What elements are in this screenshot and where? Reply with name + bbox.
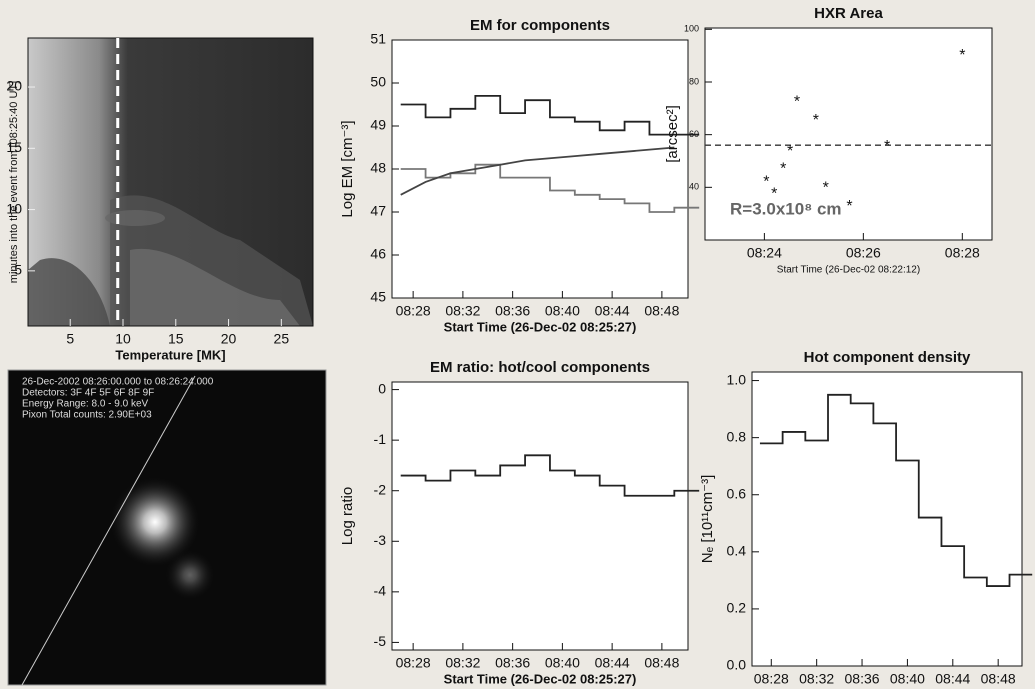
y-tick-label: 0.4 — [727, 543, 747, 559]
x-tick-label: 08:28 — [396, 303, 431, 319]
x-tick-label: 15 — [168, 331, 184, 347]
x-tick-label: 08:24 — [747, 245, 782, 261]
series-line — [400, 95, 700, 136]
y-tick-label: 1.0 — [727, 371, 747, 387]
plot-frame — [751, 371, 1023, 667]
point: * — [846, 198, 852, 215]
y-tick-label: 100 — [684, 24, 699, 34]
x-tick-label: 08:28 — [396, 655, 431, 671]
x-tick-label: 08:32 — [445, 303, 480, 319]
point: * — [823, 179, 829, 196]
plot-frame — [27, 37, 314, 327]
y-tick-label: 45 — [370, 289, 386, 305]
x-axis-label: Temperature [MK] — [115, 347, 225, 362]
y-tick-label: 80 — [689, 76, 699, 86]
xray-image — [7, 369, 327, 686]
y-tick-label: -5 — [374, 633, 387, 649]
point: * — [787, 143, 793, 160]
point: * — [813, 112, 819, 129]
y-axis-label: minutes into the event from [08:25:40 UT… — [8, 81, 20, 283]
annotation: R=3.0x10⁸ cm — [730, 199, 842, 218]
x-tick-label: 08:26 — [846, 245, 881, 261]
x-tick-label: 08:44 — [595, 303, 630, 319]
series-line — [400, 163, 700, 213]
y-axis-label: Log EM [cm⁻³] — [339, 120, 356, 217]
point: * — [780, 160, 786, 177]
image-caption: Detectors: 3F 4F 5F 6F 8F 9F — [22, 387, 154, 398]
y-tick-label: 0 — [378, 380, 386, 396]
x-tick-label: 08:48 — [644, 655, 679, 671]
x-tick-label: 08:40 — [545, 303, 580, 319]
heatmap-image — [28, 38, 313, 326]
y-tick-label: 60 — [689, 129, 699, 139]
y-tick-label: 0.8 — [727, 428, 747, 444]
plot-frame — [391, 39, 689, 299]
x-tick-label: 08:40 — [890, 671, 925, 687]
x-tick-label: 10 — [115, 331, 131, 347]
plot-frame — [704, 27, 993, 241]
y-tick-label: 0.6 — [727, 485, 747, 501]
point: * — [884, 138, 890, 155]
x-axis-label: Start Time (26-Dec-02 08:22:12) — [777, 265, 920, 276]
chart-title: Hot component density — [804, 349, 971, 366]
x-tick-label: 20 — [221, 331, 237, 347]
x-axis-label: Start Time (26-Dec-02 08:25:27) — [791, 687, 984, 689]
y-tick-label: 49 — [370, 117, 386, 133]
series-line — [759, 393, 1033, 587]
y-tick-label: 48 — [370, 160, 386, 176]
x-tick-label: 08:48 — [981, 671, 1016, 687]
plot-frame — [391, 381, 689, 651]
image-caption: Pixon Total counts: 2.90E+03 — [22, 409, 152, 420]
y-axis-label: [arcsec²] — [664, 105, 681, 163]
x-tick-label: 25 — [274, 331, 290, 347]
x-tick-label: 5 — [66, 331, 74, 347]
x-tick-label: 08:32 — [799, 671, 834, 687]
y-axis-label: Log ratio — [339, 487, 356, 545]
y-tick-label: -3 — [374, 532, 387, 548]
image-caption: 26-Dec-2002 08:26:00.000 to 08:26:24.000 — [22, 376, 214, 387]
y-tick-label: 46 — [370, 246, 386, 262]
y-tick-label: -2 — [374, 481, 387, 497]
x-tick-label: 08:44 — [595, 655, 630, 671]
y-tick-label: 0.2 — [727, 600, 747, 616]
point: * — [771, 185, 777, 202]
chart-title: EM ratio: hot/cool components — [430, 359, 650, 376]
y-tick-label: -1 — [374, 431, 387, 447]
x-axis-label: Start Time (26-Dec-02 08:25:27) — [444, 319, 637, 334]
series-line — [400, 146, 675, 196]
x-tick-label: 08:48 — [644, 303, 679, 319]
chart-title: HXR Area — [814, 5, 883, 22]
point: * — [794, 93, 800, 110]
y-axis-label: Nₑ [10¹¹cm⁻³] — [699, 475, 716, 564]
y-tick-label: 0.0 — [727, 657, 747, 673]
series-line — [400, 454, 700, 497]
y-tick-label: 15 — [6, 139, 22, 155]
y-tick-label: -4 — [374, 583, 387, 599]
x-tick-label: 08:36 — [845, 671, 880, 687]
image-caption: Energy Range: 8.0 - 9.0 keV — [22, 398, 149, 409]
x-tick-label: 08:36 — [495, 655, 530, 671]
y-tick-label: 47 — [370, 203, 386, 219]
x-tick-label: 08:28 — [945, 245, 980, 261]
y-tick-label: 20 — [6, 78, 22, 94]
y-tick-label: 40 — [689, 182, 699, 192]
y-tick-label: 51 — [370, 31, 386, 47]
x-tick-label: 08:32 — [445, 655, 480, 671]
y-tick-label: 10 — [6, 200, 22, 216]
x-tick-label: 08:40 — [545, 655, 580, 671]
y-tick-label: 5 — [14, 262, 22, 278]
x-tick-label: 08:28 — [754, 671, 789, 687]
point: * — [959, 47, 965, 64]
point: * — [763, 174, 769, 191]
x-tick-label: 08:36 — [495, 303, 530, 319]
x-tick-label: 08:44 — [935, 671, 970, 687]
y-tick-label: 50 — [370, 74, 386, 90]
chart-title: EM for components — [470, 17, 610, 34]
x-axis-label: Start Time (26-Dec-02 08:25:27) — [444, 671, 637, 686]
